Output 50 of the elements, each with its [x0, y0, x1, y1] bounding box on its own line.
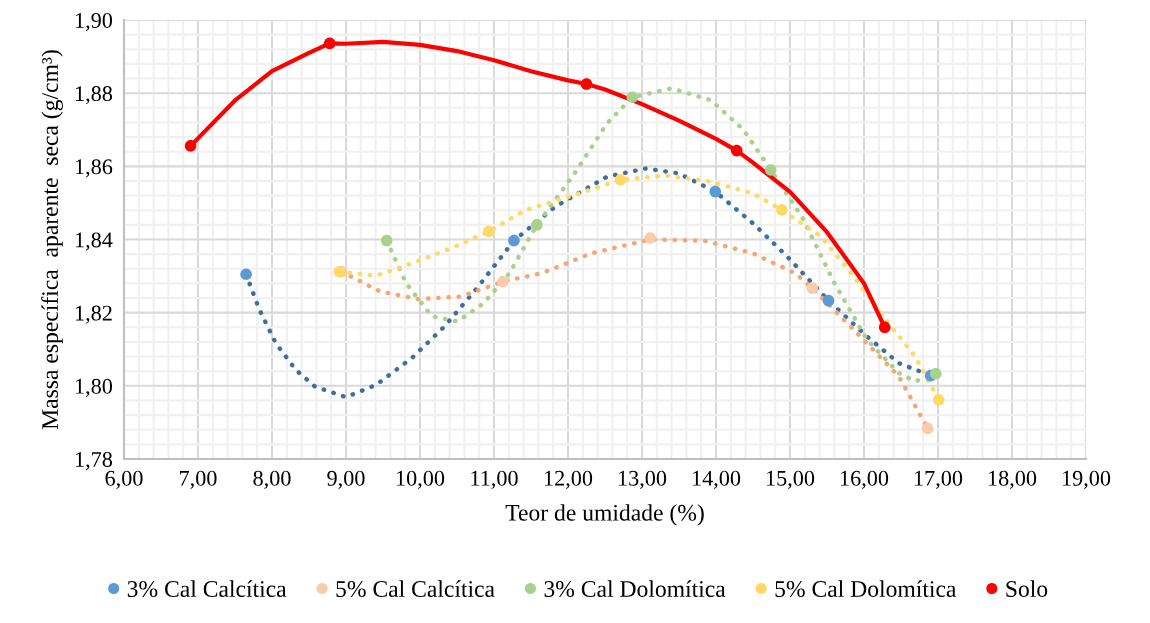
- point: [626, 91, 639, 103]
- x-tick-label: 6,00: [105, 470, 143, 489]
- y-tick-label: 1,88: [75, 86, 113, 105]
- point: [184, 140, 197, 152]
- x-tick-label: 14,00: [692, 470, 741, 489]
- y-tick-label: 1,84: [75, 232, 113, 251]
- x-tick-label: 18,00: [988, 470, 1037, 489]
- point: [240, 268, 252, 281]
- x-tick-label: 7,00: [180, 470, 217, 489]
- point: [380, 234, 393, 247]
- point: [878, 321, 891, 334]
- legend-label: 5% Cal Calcítica: [336, 580, 495, 598]
- point: [709, 185, 722, 198]
- y-axis-title: Massa específica aparente seca (g/cm³): [41, 50, 63, 430]
- x-tick-label: 13,00: [618, 470, 667, 489]
- point: [497, 275, 509, 288]
- y-tick-label: 1,80: [75, 378, 113, 397]
- x-tick-label: 19,00: [1062, 470, 1111, 489]
- legend-label: 5% Cal Dolomítica: [775, 580, 957, 598]
- x-tick-label: 10,00: [396, 470, 445, 489]
- point: [323, 37, 336, 50]
- point: [921, 422, 934, 435]
- point: [776, 204, 788, 216]
- point: [929, 367, 942, 380]
- point: [580, 78, 593, 90]
- point: [483, 225, 495, 238]
- x-axis-title: Teor de umidade (%): [505, 504, 704, 526]
- point: [806, 282, 819, 294]
- y-tick-label: 1,82: [75, 305, 112, 324]
- point: [508, 234, 520, 247]
- x-tick-label: 11,00: [471, 470, 518, 489]
- x-tick-label: 12,00: [544, 470, 593, 489]
- point: [730, 144, 743, 157]
- point: [764, 164, 777, 176]
- x-tick-label: 17,00: [914, 470, 963, 489]
- y-tick-label: 1,86: [75, 159, 113, 178]
- y-tick-label: 1,78: [75, 451, 113, 471]
- x-tick-label: 15,00: [766, 470, 815, 489]
- legend-label: 3% Cal Dolomítica: [544, 580, 726, 598]
- point: [644, 232, 656, 244]
- x-tick-label: 8,00: [253, 470, 291, 489]
- legend-label: 3% Cal Calcítica: [127, 580, 287, 598]
- point: [932, 393, 945, 406]
- point: [531, 219, 543, 231]
- legend-label: Solo: [1006, 580, 1048, 597]
- point: [614, 174, 627, 186]
- x-tick-label: 16,00: [840, 470, 889, 489]
- x-tick-label: 9,00: [327, 470, 365, 489]
- point: [822, 294, 835, 307]
- y-tick-label: 1,90: [75, 12, 113, 32]
